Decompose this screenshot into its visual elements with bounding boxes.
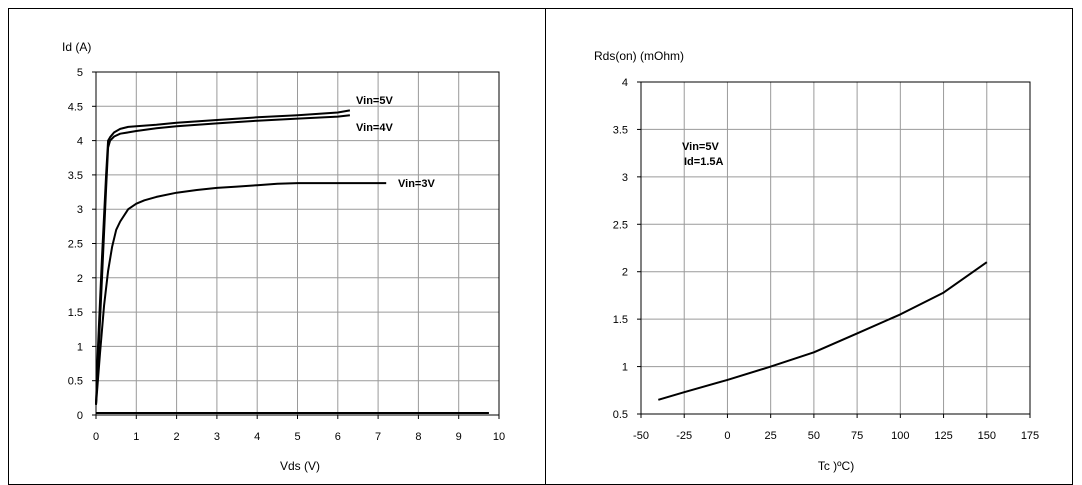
panel-left-frame <box>8 8 546 485</box>
chart-id-vs-vds: 0 1 2 3 4 5 6 7 8 9 10 0 0.5 1 1.5 2 2.5 3 3.5 4 4.5 5 Id (A… <box>62 40 505 473</box>
series-line-3 <box>95 182 387 405</box>
x-tick-label: 5 <box>294 431 300 443</box>
x-tick-label: 3 <box>214 431 220 443</box>
x-tick-label: 50 <box>808 430 820 442</box>
x-tick-label: 0 <box>724 430 730 442</box>
y-tick-label: 2 <box>622 267 628 279</box>
x-tick-label: 75 <box>851 430 863 442</box>
x-tick-label: 9 <box>456 431 462 443</box>
y-axis-label-right: Rds(on) (mOhm) <box>594 49 684 63</box>
x-tick-label: 0 <box>93 431 99 443</box>
y-tick-label: 1.5 <box>613 314 628 326</box>
x-tick-label: 25 <box>765 430 777 442</box>
y-axis-label-left: Id (A) <box>62 40 91 54</box>
x-tick-label: 1 <box>133 431 139 443</box>
y-tick-label: 3 <box>622 172 628 184</box>
x-tick-label: 6 <box>335 431 341 443</box>
x-tick-label: -50 <box>633 430 649 442</box>
y-tick-label: 2 <box>77 273 83 285</box>
x-tick-label: 4 <box>254 431 260 443</box>
x-tick-label: 2 <box>174 431 180 443</box>
x-axis-label-right: Tc )ºC) <box>818 459 854 473</box>
y-tick-label: 1.5 <box>68 307 83 319</box>
series-line-1 <box>658 261 988 401</box>
x-tick-label: 100 <box>891 430 909 442</box>
y-tick-labels-left: 0 0.5 1 1.5 2 2.5 3 3.5 4 4.5 5 <box>68 67 96 422</box>
x-tick-label: 150 <box>978 430 996 442</box>
y-tick-label: 0.5 <box>613 409 628 421</box>
y-tick-label: 2.5 <box>68 239 83 251</box>
series-label-vin3: Vin=3V <box>398 178 435 190</box>
x-tick-label: 175 <box>1021 430 1039 442</box>
series-line-2 <box>95 114 351 405</box>
annotation-id: Id=1.5A <box>684 156 723 168</box>
y-tick-label: 4.5 <box>68 101 83 113</box>
y-tick-label: 4 <box>77 136 83 148</box>
series-label-vin5: Vin=5V <box>356 95 393 107</box>
plot-area-right <box>640 81 1031 415</box>
y-tick-label: 0 <box>77 410 83 422</box>
y-tick-label: 1 <box>622 362 628 374</box>
chart-rdson-vs-tc: -50 -25 0 25 50 75 100 125 150 175 0.5 1 1.5 2 2.5 3 3.… <box>594 49 1039 473</box>
x-tick-label: -25 <box>676 430 692 442</box>
panel-right-frame <box>545 8 1073 485</box>
series-group-right <box>658 261 988 401</box>
y-tick-label: 3.5 <box>613 124 628 136</box>
x-tick-label: 125 <box>934 430 952 442</box>
x-tick-label: 8 <box>415 431 421 443</box>
y-tick-label: 0.5 <box>68 376 83 388</box>
y-tick-labels-right: 0.5 1 1.5 2 2.5 3 3.5 4 <box>613 77 641 421</box>
y-tick-label: 3.5 <box>68 170 83 182</box>
y-tick-label: 5 <box>77 67 83 79</box>
x-tick-labels-right: -50 -25 0 25 50 75 100 125 150 175 <box>633 414 1039 442</box>
x-tick-label: 10 <box>493 431 505 443</box>
y-tick-label: 1 <box>77 341 83 353</box>
series-group-left <box>95 109 489 414</box>
series-label-vin4: Vin=4V <box>356 122 393 134</box>
x-tick-label: 7 <box>375 431 381 443</box>
x-axis-label-left: Vds (V) <box>280 459 320 473</box>
plot-border <box>640 81 1031 415</box>
y-tick-label: 3 <box>77 204 83 216</box>
y-tick-label: 4 <box>622 77 628 89</box>
annotation-vin: Vin=5V <box>682 141 719 153</box>
y-tick-label: 2.5 <box>613 219 628 231</box>
x-tick-labels-left: 0 1 2 3 4 5 6 7 8 9 10 <box>93 415 505 443</box>
